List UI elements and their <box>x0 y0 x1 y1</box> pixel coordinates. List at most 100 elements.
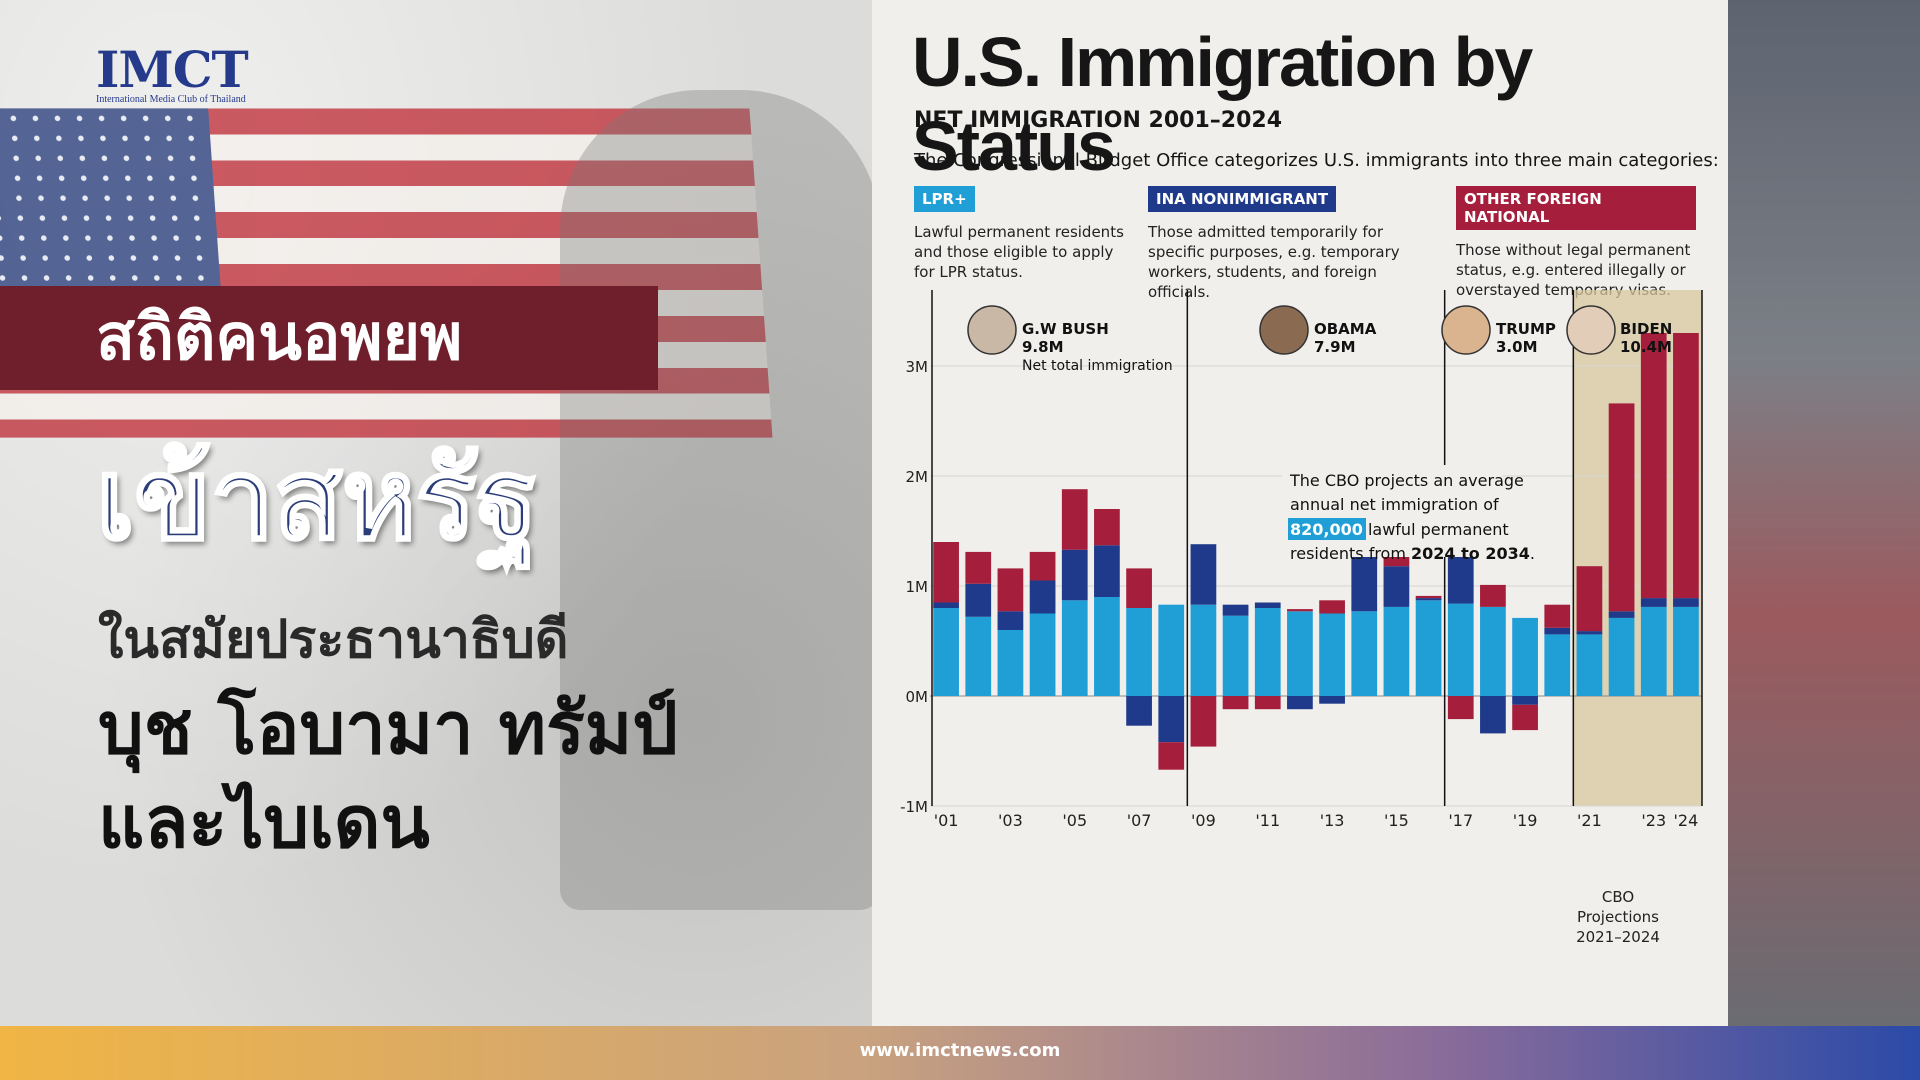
bar-segment <box>1512 696 1538 705</box>
y-tick-label: 2M <box>906 468 929 486</box>
x-tick-label: '21 <box>1577 811 1602 830</box>
annotation-highlight-box <box>1288 518 1366 540</box>
bar-segment <box>1061 549 1088 601</box>
president-name: BIDEN <box>1620 320 1672 338</box>
bar-segment <box>1254 602 1281 608</box>
bar-segment <box>1254 608 1281 696</box>
annotation-line4-start: residents from <box>1290 544 1411 563</box>
bar-segment <box>1415 598 1442 601</box>
bar-segment <box>1158 742 1185 770</box>
bar-segment <box>1480 584 1506 607</box>
x-tick-label: '11 <box>1255 811 1280 830</box>
category-badge: INA NONIMMIGRANT <box>1148 186 1337 212</box>
category-lpr: LPR+ Lawful permanent residents and thos… <box>914 186 1154 282</box>
projection-label-line3: 2021–2024 <box>1576 928 1660 946</box>
infographic-panel: U.S. Immigration by Status NET IMMIGRATI… <box>872 0 1728 1026</box>
bar-segment <box>1254 696 1281 710</box>
x-tick-label: '03 <box>998 811 1023 830</box>
bar-segment <box>933 602 959 608</box>
category-desc: Lawful permanent residents and those eli… <box>914 223 1124 281</box>
bar-segment <box>1544 604 1571 628</box>
bar-segment <box>933 608 959 696</box>
y-tick-label: 1M <box>906 578 929 596</box>
bar-segment <box>1319 696 1345 704</box>
projection-label: CBO Projections 2021–2024 <box>1576 888 1660 946</box>
headline-line3: ในสมัยประธานาธิบดี <box>98 610 569 670</box>
president-total: 9.8M <box>1022 338 1064 356</box>
president-total: 10.4M <box>1620 338 1672 356</box>
annotation-highlight: 820,000 <box>1290 520 1363 539</box>
x-tick-label: '07 <box>1127 811 1152 830</box>
background-photo-right <box>1728 0 1920 1026</box>
category-ina: INA NONIMMIGRANT Those admitted temporar… <box>1148 186 1400 302</box>
bar-segment <box>1094 545 1120 597</box>
bar-segment <box>965 551 992 584</box>
president-name: OBAMA <box>1314 320 1377 338</box>
bar-segment <box>997 630 1024 696</box>
headline-band <box>0 286 658 390</box>
bar-segment <box>1158 696 1185 743</box>
x-tick-label: '23 <box>1641 811 1666 830</box>
migrants-silhouette <box>560 90 872 910</box>
bar-segment <box>1544 627 1571 635</box>
trump-portrait-icon <box>1441 305 1491 355</box>
y-tick-label: -1M <box>900 798 928 816</box>
bar-segment <box>965 583 992 617</box>
bar-segment <box>1544 634 1571 696</box>
bar-segment <box>1158 604 1185 696</box>
bar-segment <box>1608 403 1635 612</box>
bar-segment <box>965 616 992 696</box>
president-obama: OBAMA 7.9M <box>1259 305 1377 356</box>
bar-segment <box>1351 611 1378 696</box>
president-total: 7.9M <box>1314 338 1356 356</box>
chart-title: U.S. Immigration by Status <box>912 23 1533 185</box>
president-trump: TRUMP 3.0M <box>1441 305 1556 356</box>
bar-segment <box>1673 598 1699 607</box>
category-other: OTHER FOREIGN NATIONAL Those without leg… <box>1456 186 1696 300</box>
bar-segment <box>1222 604 1249 616</box>
annotation-line2: annual net immigration of <box>1290 495 1499 514</box>
x-tick-label: '09 <box>1191 811 1216 830</box>
bar-segment <box>1447 603 1474 696</box>
president-biden: BIDEN 10.4M <box>1566 305 1672 356</box>
imct-logo: IMCT International Media Club of Thailan… <box>96 40 249 106</box>
obama-portrait-icon <box>1259 305 1309 355</box>
x-tick-label: '13 <box>1320 811 1345 830</box>
stacked-bar-chart: -1M0M1M2M3M4M'01'03'05'07'09'11'13'15'17… <box>900 290 1703 946</box>
annotation-bold: 2024 to 2034 <box>1411 544 1530 563</box>
headline-line4: บุช โอบามา ทรัมป์ <box>98 686 678 770</box>
annotation-line3-rest: lawful permanent <box>1363 520 1509 539</box>
bush-portrait-icon <box>967 305 1017 355</box>
projection-label-line1: CBO <box>1602 888 1634 906</box>
bar-segment <box>1287 696 1313 710</box>
background-photo-left <box>0 0 872 1026</box>
bar-segment <box>1029 613 1056 696</box>
bar-segment <box>1383 606 1410 696</box>
bar-segment <box>1029 551 1056 581</box>
x-tick-label: '01 <box>934 811 959 830</box>
bar-segment <box>1608 617 1635 696</box>
annotation-period: . <box>1530 544 1535 563</box>
bar-segment <box>1383 566 1410 607</box>
bar-segment <box>1576 631 1603 635</box>
category-desc: Those admitted temporarily for specific … <box>1148 223 1400 301</box>
category-badge: OTHER FOREIGN NATIONAL <box>1456 186 1696 230</box>
bar-segment <box>1126 696 1152 726</box>
bar-segment <box>1190 696 1217 747</box>
bar-segment <box>1190 604 1217 696</box>
annotation-line3: 820,000 lawful permanent <box>1290 520 1509 539</box>
flag-stars <box>0 108 221 288</box>
bar-segment <box>1029 580 1056 614</box>
bar-segment <box>1480 696 1506 734</box>
bar-segment <box>1673 333 1699 599</box>
bar-segment <box>1094 509 1120 546</box>
y-tick-label: 3M <box>906 358 929 376</box>
bar-segment <box>933 542 959 603</box>
bar-segment <box>1222 615 1249 696</box>
y-tick-label: 0M <box>906 688 929 706</box>
president-name: G.W BUSH <box>1022 320 1109 338</box>
bar-segment <box>1576 634 1603 696</box>
bar-segment <box>997 611 1024 630</box>
logo-text: IMCT <box>96 40 249 99</box>
categories-intro: The Congressional Budget Office categori… <box>914 150 1719 171</box>
